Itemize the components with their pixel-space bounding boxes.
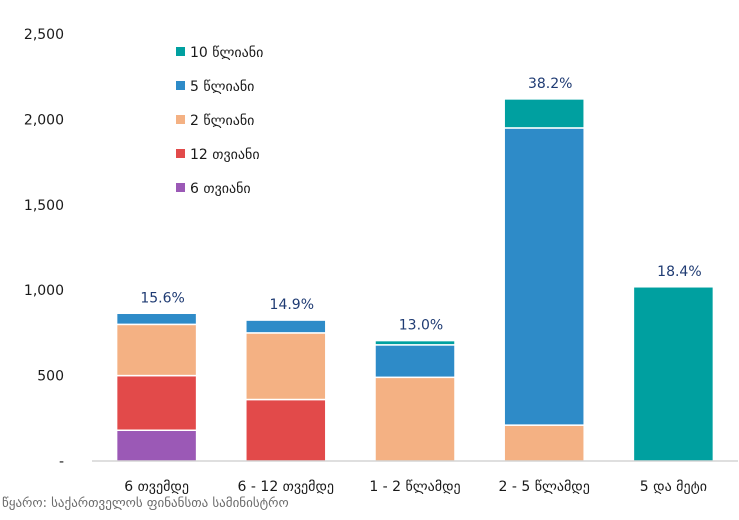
x-tick-label: 6 - 12 თვემდე [238, 479, 335, 495]
bar-segment [115, 312, 198, 326]
y-tick-label: 1,500 [24, 198, 64, 214]
bar-segment [503, 98, 585, 129]
legend-swatch [176, 115, 185, 124]
y-tick-label: 500 [37, 369, 64, 385]
x-tick-label: 6 თვემდე [124, 479, 189, 495]
legend-label: 12 თვიანი [190, 147, 260, 163]
bar-segment [245, 319, 327, 334]
y-tick-label: 2,500 [24, 27, 64, 43]
y-axis-ticks: - 500 1,000 1,500 2,000 2,500 [24, 27, 64, 470]
legend-swatch [176, 81, 185, 90]
y-tick-label: - [59, 454, 64, 470]
legend-label: 2 წლიანი [190, 113, 254, 129]
source-note: წყარო: საქართველოს ფინანსთა სამინისტრო [2, 496, 289, 511]
bar-segment [503, 127, 585, 426]
percentage-labels: 15.6% 14.9% 13.0% 38.2% 18.4% [140, 76, 701, 334]
bar-percentage-label: 18.4% [657, 264, 701, 280]
legend-swatch [176, 47, 185, 56]
bars [115, 98, 715, 462]
bar-segment [245, 398, 327, 462]
legend-label: 6 თვიანი [190, 181, 251, 197]
bar-segment [374, 376, 456, 462]
x-axis-labels: 6 თვემდე 6 - 12 თვემდე 1 - 2 წლამდე 2 - 5 წ… [124, 479, 707, 495]
legend: 10 წლიანი 5 წლიანი 2 წლიანი 12 თვიანი 6 თვია… [176, 45, 263, 197]
legend-swatch [176, 183, 185, 192]
bar-segment [245, 332, 327, 401]
bar-segment [503, 424, 585, 462]
bar-percentage-label: 13.0% [399, 318, 443, 334]
bar-segment [632, 286, 715, 462]
y-tick-label: 1,000 [24, 283, 64, 299]
x-tick-label: 2 - 5 წლამდე [499, 479, 590, 495]
bar-percentage-label: 38.2% [528, 76, 572, 92]
bar-segment [115, 323, 198, 377]
bar-segment [115, 374, 198, 432]
legend-label: 10 წლიანი [190, 45, 263, 61]
bar-segment [374, 344, 456, 379]
bar-segment [115, 429, 198, 462]
x-tick-label: 5 და მეტი [640, 479, 707, 495]
legend-swatch [176, 149, 185, 158]
bar-percentage-label: 15.6% [140, 290, 184, 306]
x-tick-label: 1 - 2 წლამდე [369, 479, 460, 495]
y-tick-label: 2,000 [24, 112, 64, 128]
legend-label: 5 წლიანი [190, 79, 254, 95]
bar-segment [374, 339, 456, 346]
bar-percentage-label: 14.9% [270, 297, 314, 313]
